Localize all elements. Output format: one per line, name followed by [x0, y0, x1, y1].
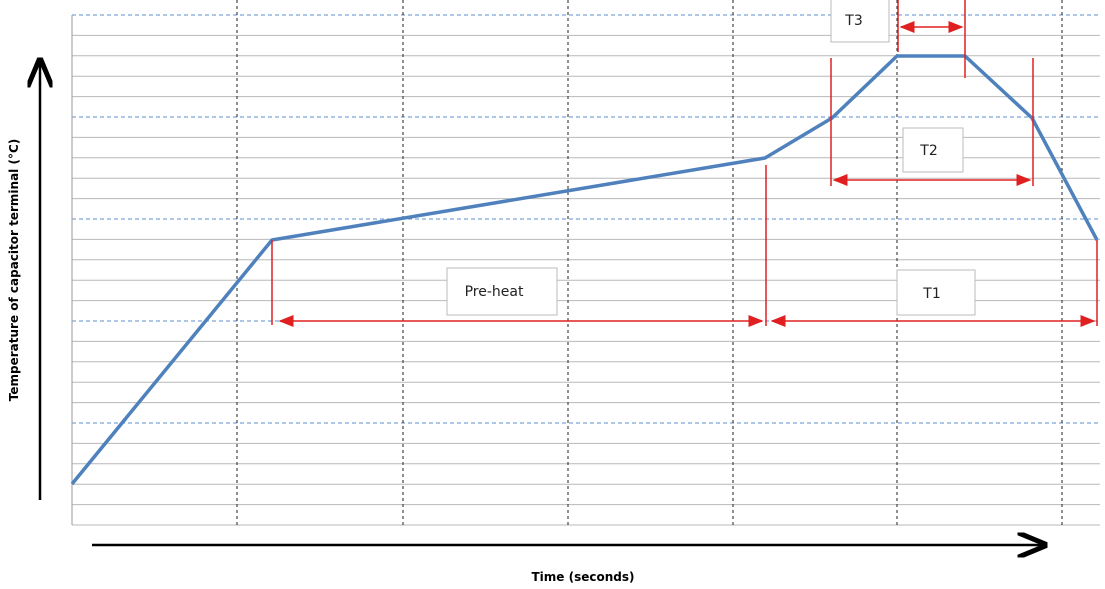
- preheat-annotation: [271, 0, 1098, 327]
- x-axis-label: Time (seconds): [531, 570, 634, 584]
- grid: [71, 0, 1100, 526]
- temperature-curve: [70, 54, 1099, 486]
- t2-label: T2: [919, 143, 937, 159]
- t3-label: T3: [844, 13, 862, 29]
- y-axis-label: Temperature of capacitor terminal (°C): [7, 139, 21, 401]
- preheat-label: Pre-heat: [465, 284, 524, 300]
- t1-label: T1: [922, 286, 940, 302]
